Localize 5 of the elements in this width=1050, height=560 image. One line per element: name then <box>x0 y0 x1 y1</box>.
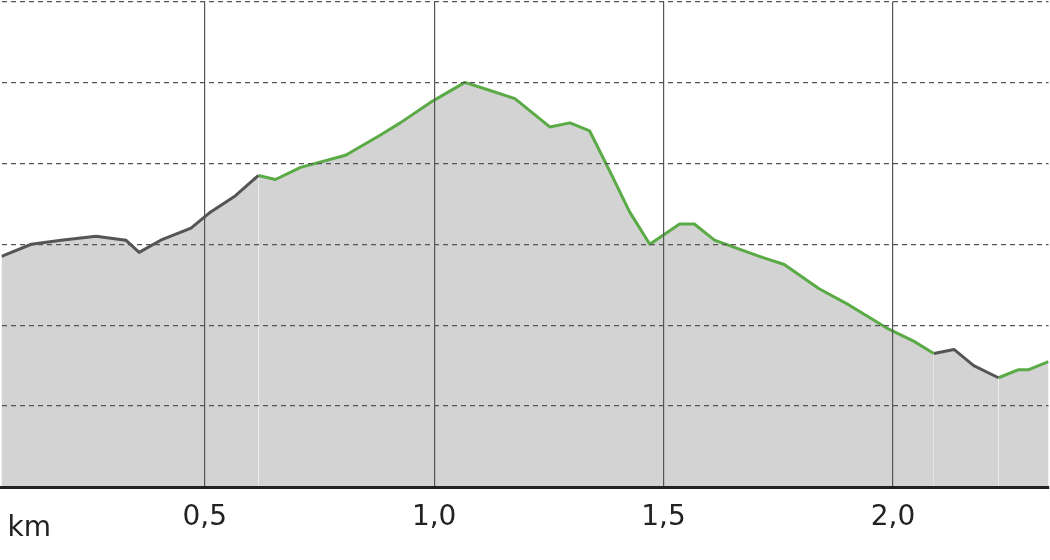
x-tick-label: 1,5 <box>641 499 686 533</box>
x-tick-label: 1,0 <box>411 499 457 533</box>
x-tick-label: 0,5 <box>182 499 228 533</box>
x-tick-label: 2,0 <box>870 499 916 533</box>
x-axis-title: km <box>7 510 51 544</box>
